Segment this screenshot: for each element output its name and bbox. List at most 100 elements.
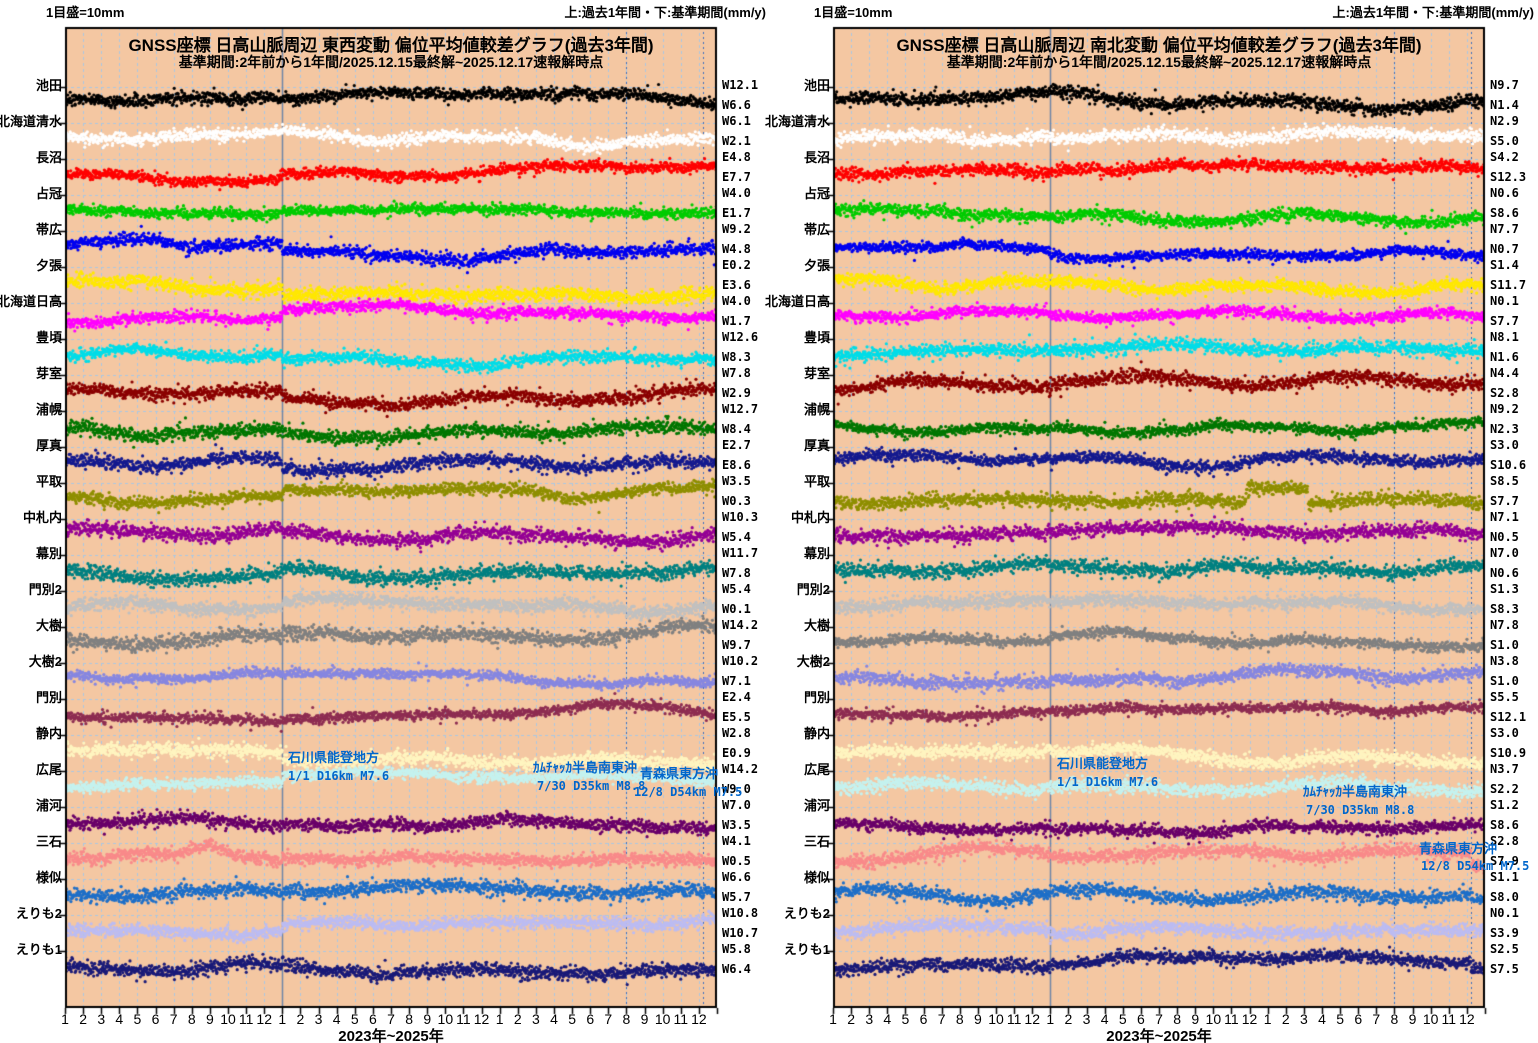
month-tick-label: 4 (1318, 1011, 1326, 1027)
station-label: 豊頃 (35, 330, 62, 345)
month-tick-label: 2 (847, 1011, 855, 1027)
month-tick-label: 2 (79, 1011, 87, 1027)
station-label: 平取 (35, 474, 62, 489)
quake-annotation-detail: 7/30 D35km M8.8 (1306, 803, 1415, 817)
station-values: W4.0 E1.7 (722, 186, 751, 220)
station-values: W4.0 W1.7 (722, 294, 751, 328)
station-values: S3.0 S10.6 (1490, 438, 1527, 472)
station-label: 門別 (803, 690, 830, 705)
quake-annotation-name: 石川県能登地方 (288, 750, 380, 765)
month-tick-label: 4 (332, 1011, 341, 1027)
period-note-right: 上:過去1年間・下:基準期間(mm/y) (1332, 5, 1534, 20)
station-label: 中札内 (22, 510, 62, 525)
station-label: 芽室 (35, 366, 62, 381)
station-values: N0.1 S3.9 (1490, 906, 1519, 940)
station-values: N7.1 N0.5 (1490, 510, 1519, 544)
station-label: 夕張 (35, 258, 62, 273)
station-values: N3.8 S1.0 (1490, 654, 1519, 688)
month-tick-label: 6 (1354, 1011, 1363, 1027)
quake-annotation-detail: 12/8 D54km M7.5 (1421, 859, 1530, 873)
month-tick-label: 1 (61, 1011, 69, 1027)
month-tick-label: 3 (531, 1011, 540, 1027)
station-label: 中札内 (790, 510, 830, 525)
station-values: S1.3 S8.3 (1490, 582, 1519, 616)
station-label: 広尾 (35, 762, 62, 777)
quake-annotation-detail: 1/1 D16km M7.6 (288, 769, 390, 783)
month-tick-label: 5 (1336, 1011, 1344, 1027)
month-tick-label: 4 (550, 1011, 558, 1027)
station-label: 大樹 (35, 618, 62, 633)
month-tick-label: 11 (456, 1011, 471, 1027)
station-values: W4.1 W0.5 (722, 834, 751, 868)
month-tick-label: 8 (405, 1011, 413, 1027)
station-label: えりも2 (783, 906, 830, 921)
station-values: W7.0 W3.5 (722, 798, 751, 832)
station-values: W3.5 W0.3 (722, 474, 751, 508)
station-values: N8.1 N1.6 (1490, 330, 1519, 364)
station-label: 厚真 (35, 438, 62, 453)
month-tick-label: 3 (1299, 1011, 1308, 1027)
month-tick-label: 8 (187, 1011, 196, 1027)
quake-annotation-detail: 7/30 D35km M8.8 (537, 779, 646, 793)
station-label: 長沼 (803, 150, 830, 165)
month-tick-label: 1 (278, 1011, 287, 1027)
station-label: 浦河 (35, 798, 62, 813)
month-tick-label: 12 (1024, 1011, 1040, 1027)
quake-annotation-name: ｶﾑﾁｬｯｶ半島南東沖 (1303, 784, 1408, 799)
station-label: 長沼 (35, 150, 62, 165)
station-values: W5.4 W0.1 (722, 582, 751, 616)
month-tick-label: 1 (829, 1011, 837, 1027)
station-values: S8.5 S7.7 (1490, 474, 1519, 508)
month-tick-label: 2 (296, 1011, 305, 1027)
station-values: W12.6 W8.3 (722, 330, 759, 364)
scale-note-left: 1目盛=10mm (46, 5, 125, 20)
station-values: W10.8 W10.7 (722, 906, 759, 940)
station-values: E2.7 E8.6 (722, 438, 751, 472)
month-tick-label: 9 (205, 1011, 214, 1027)
station-values: N9.7 N1.4 (1490, 78, 1519, 112)
period-note-left: 上:過去1年間・下:基準期間(mm/y) (564, 5, 766, 20)
station-values: W9.2 W4.8 (722, 222, 751, 256)
station-label: 浦幌 (803, 402, 830, 417)
station-values: W12.7 W8.4 (722, 402, 759, 436)
month-tick-label: 9 (640, 1011, 649, 1027)
month-tick-label: 7 (1372, 1011, 1381, 1027)
month-tick-label: 10 (220, 1011, 236, 1027)
station-label: 様似 (35, 870, 62, 885)
month-tick-label: 10 (988, 1011, 1004, 1027)
month-tick-label: 6 (1136, 1011, 1145, 1027)
month-tick-label: 1 (495, 1011, 504, 1027)
station-label: 平取 (803, 474, 830, 489)
quake-annotation-name: 青森県東方沖 (640, 766, 719, 781)
panel-title-north-south: GNSS座標 日高山脈周辺 南北変動 偏位平均値較差グラフ(過去3年間) (896, 36, 1422, 55)
month-tick-label: 9 (973, 1011, 982, 1027)
station-values: S5.5 S12.1 (1490, 690, 1527, 724)
station-label: 門別2 (796, 582, 830, 597)
month-tick-label: 10 (654, 1011, 671, 1027)
station-label: 門別2 (28, 582, 62, 597)
station-label: 様似 (803, 870, 830, 885)
station-values: N4.4 S2.8 (1490, 366, 1519, 400)
station-label: 北海道清水 (764, 114, 830, 129)
month-tick-label: 9 (1191, 1011, 1200, 1027)
month-tick-label: 12 (1241, 1011, 1258, 1027)
month-tick-label: 12 (1459, 1011, 1475, 1027)
quake-annotation-name: 石川県能登地方 (1057, 756, 1149, 771)
month-tick-label: 8 (1173, 1011, 1181, 1027)
x-range-label-left: 2023年~2025年 (338, 1028, 444, 1043)
month-tick-label: 11 (673, 1011, 689, 1027)
month-tick-label: 5 (1118, 1011, 1127, 1027)
panel-subtitle-east-west: 基準期間:2年前から1年間/2025.12.15最終解~2025.12.17速報… (178, 54, 604, 70)
panel-title-east-west: GNSS座標 日高山脈周辺 東西変動 偏位平均値較差グラフ(過去3年間) (128, 36, 654, 55)
station-values: S1.4 S11.7 (1490, 258, 1527, 292)
station-label: 占冠 (803, 186, 830, 201)
station-values: S2.5 S7.5 (1490, 942, 1519, 976)
month-tick-label: 8 (955, 1011, 964, 1027)
station-values: W14.2 W9.7 (722, 618, 759, 652)
panel-subtitle-north-south: 基準期間:2年前から1年間/2025.12.15最終解~2025.12.17速報… (946, 54, 1372, 70)
month-tick-label: 1 (1046, 1011, 1055, 1027)
month-tick-label: 11 (238, 1011, 254, 1027)
month-tick-label: 9 (423, 1011, 432, 1027)
